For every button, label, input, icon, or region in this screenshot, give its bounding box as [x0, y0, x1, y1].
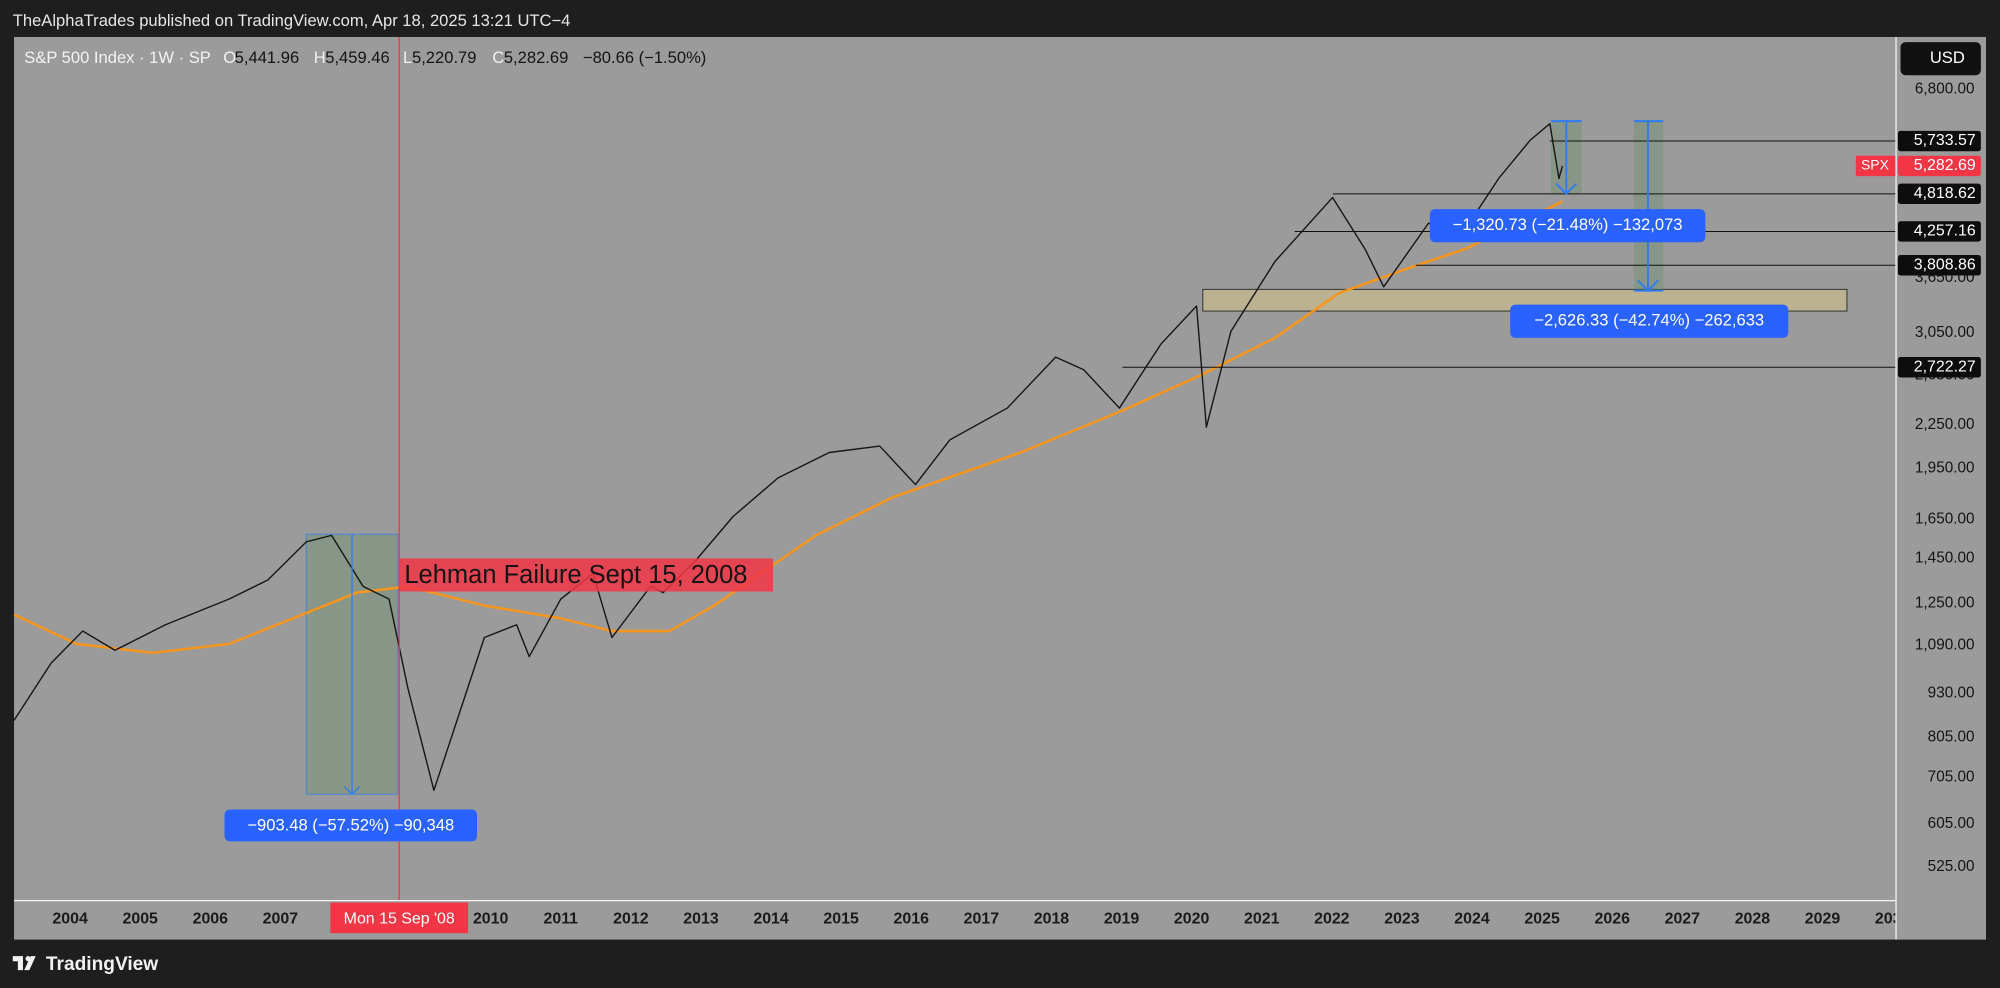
x-tick-label: 2017	[964, 910, 1000, 927]
legend-key: L	[403, 48, 412, 67]
y-tick-label: 805.00	[1928, 728, 1975, 745]
x-tick-label: 2026	[1595, 910, 1631, 927]
measure-label: −2,626.33 (−42.74%) −262,633	[1534, 311, 1764, 330]
last-price-label: 5,282.69	[1914, 157, 1976, 174]
x-tick-label: 2018	[1034, 910, 1070, 927]
measure-box	[1429, 209, 1706, 243]
last-price-tag	[1897, 155, 1981, 177]
x-tick-label: 2007	[263, 910, 299, 927]
y-tick-label: 1,650.00	[1915, 510, 1975, 527]
x-tick-label: 2014	[753, 910, 789, 927]
y-tick-label: 3,050.00	[1915, 324, 1975, 341]
level-tag	[1897, 255, 1981, 276]
measure-label: −1,320.73 (−21.48%) −132,073	[1453, 215, 1683, 234]
y-tick-label: 6,800.00	[1915, 80, 1975, 97]
x-tick-label: 2011	[544, 910, 579, 927]
y-tick-label: 1,250.00	[1915, 595, 1975, 612]
lehman-box	[399, 558, 773, 592]
x-tick-label: 2027	[1665, 910, 1701, 927]
moving-average	[13, 200, 1564, 655]
x-tick-label: 2013	[683, 910, 719, 927]
level-tag	[1897, 183, 1981, 205]
legend-key: C	[492, 48, 504, 67]
x-tick-label: 2025	[1524, 910, 1560, 927]
symbol-tag	[1855, 155, 1896, 177]
time-axis: 2004200520062007200920102011201220132014…	[52, 910, 1910, 927]
x-tick-label: 2016	[894, 910, 930, 927]
x-tick-label: 2006	[193, 910, 229, 927]
level-label: 2,722.27	[1914, 358, 1976, 375]
x-tick-label: 2021	[1244, 910, 1280, 927]
y-tick-label: 605.00	[1928, 815, 1975, 832]
legend-value: 5,459.46	[325, 48, 390, 67]
currency-label[interactable]: USD	[1930, 48, 1965, 67]
x-tick-label: 2020	[1174, 910, 1210, 927]
lehman-label: Lehman Failure Sept 15, 2008	[404, 561, 747, 589]
x-tick-label: 2019	[1104, 910, 1140, 927]
arrow-head	[1555, 182, 1578, 196]
legend: S&P 500 Index · 1W · SP O 5,441.96 H 5,4…	[24, 48, 706, 67]
y-tick-label: 1,950.00	[1915, 460, 1975, 477]
symbol-label: SPX	[1861, 157, 1890, 173]
legend-change: −80.66 (−1.50%)	[583, 48, 706, 67]
level-tag	[1897, 221, 1981, 242]
publish-header: TheAlphaTrades published on TradingView.…	[13, 11, 571, 30]
chart-panel	[14, 36, 1986, 940]
level-label: 5,733.57	[1914, 132, 1976, 149]
y-tick-label: 705.00	[1928, 769, 1975, 786]
level-tag	[1897, 130, 1981, 152]
x-tick-label: 2023	[1384, 910, 1420, 927]
y-tick-label: 2,250.00	[1915, 416, 1975, 433]
y-tick-label: 525.00	[1928, 858, 1975, 875]
x-tick-label: 2015	[823, 910, 859, 927]
legend-key: O	[223, 48, 236, 67]
y-tick-label: 1,090.00	[1915, 636, 1975, 653]
x-tick-label: 2004	[52, 910, 88, 927]
currency-button[interactable]	[1900, 42, 1981, 76]
x-tick-label: 2028	[1735, 910, 1771, 927]
x-tick-label: 2022	[1314, 910, 1350, 927]
legend-value: 5,441.96	[235, 48, 300, 67]
measure-box	[1510, 304, 1789, 338]
symbol-title: S&P 500 Index · 1W · SP	[24, 48, 211, 67]
brand: TradingView	[46, 954, 158, 975]
logo-dot	[25, 956, 31, 962]
level-label: 4,818.62	[1914, 185, 1976, 202]
x-tick-label: 2029	[1805, 910, 1841, 927]
level-label: 4,257.16	[1914, 223, 1976, 240]
x-tick-label: 2012	[613, 910, 649, 927]
measure-box	[224, 809, 478, 842]
level-tag	[1897, 357, 1981, 378]
x-tick-label: 2005	[122, 910, 158, 927]
measure-label: −903.48 (−57.52%) −90,348	[247, 815, 454, 834]
crosshair-date: Mon 15 Sep '08	[344, 910, 455, 927]
arrow-head	[343, 786, 361, 796]
drawings: Lehman Failure Sept 15, 2008 −903.48 (−5…	[224, 36, 1789, 901]
price-line	[13, 122, 1564, 791]
level-label: 3,808.86	[1914, 256, 1976, 273]
x-tick-label: 2010	[473, 910, 509, 927]
y-tick-label: 930.00	[1928, 684, 1975, 701]
x-tick-label: 2024	[1454, 910, 1490, 927]
footer: TradingView	[12, 954, 158, 975]
legend-value: 5,282.69	[504, 48, 569, 67]
legend-key: H	[314, 48, 326, 67]
crosshair-date-box	[330, 902, 469, 934]
arrow-head	[1637, 279, 1659, 293]
y-tick-label: 1,450.00	[1915, 550, 1975, 567]
legend-value: 5,220.79	[412, 48, 477, 67]
price-tags: USD Mon 15 Sep '08 5,733.57 4,818.62 4,257…	[330, 42, 1981, 934]
